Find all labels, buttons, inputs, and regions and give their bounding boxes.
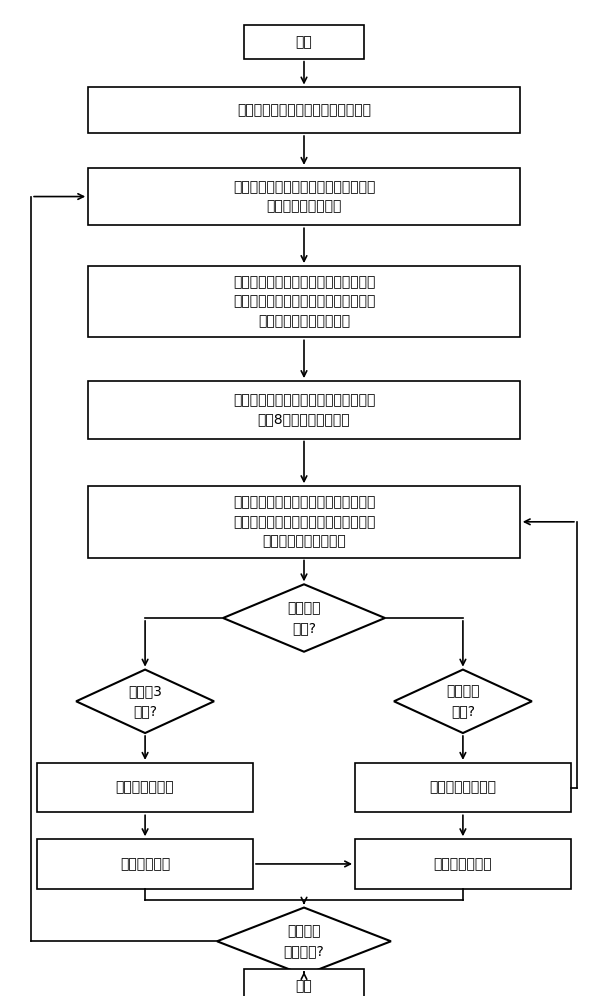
Text: 受试者抓取装置悬于空中，保持装置底
座与桌面平行、稳定: 受试者抓取装置悬于空中，保持装置底 座与桌面平行、稳定	[233, 180, 375, 213]
Text: 装置放回原位置: 装置放回原位置	[434, 857, 492, 871]
Text: 测试还是
训练?: 测试还是 训练?	[287, 601, 321, 635]
Text: 受试者在冠状面内移动装置并调整其姿
态，使之与目标框吻合，同时保持各手
指力量在目标线周围。: 受试者在冠状面内移动装置并调整其姿 态，使之与目标框吻合，同时保持各手 指力量在…	[233, 495, 375, 548]
Polygon shape	[217, 908, 391, 975]
Text: 开始: 开始	[295, 35, 313, 49]
Text: 屏幕圆心出现目标框和力量幅度框，调
整各手指指力接近力量目标线，同时调
整装置姿态与目标框吻合: 屏幕圆心出现目标框和力量幅度框，调 整各手指指力接近力量目标线，同时调 整装置姿…	[233, 275, 375, 328]
FancyBboxPatch shape	[355, 839, 571, 889]
FancyBboxPatch shape	[244, 969, 364, 1000]
FancyBboxPatch shape	[244, 25, 364, 59]
Polygon shape	[223, 584, 385, 652]
Text: 结束: 结束	[295, 979, 313, 993]
Text: 圆心处目标框消失。目标框随机出现在
圆周8个位置中的一个。: 圆心处目标框消失。目标框随机出现在 圆周8个位置中的一个。	[233, 393, 375, 427]
Text: 输入受试者基本信息、设定工作模式: 输入受试者基本信息、设定工作模式	[237, 103, 371, 117]
Text: 训练结果实时显示: 训练结果实时显示	[429, 781, 496, 795]
FancyBboxPatch shape	[88, 266, 520, 337]
Text: 是否到3
分钟?: 是否到3 分钟?	[128, 685, 162, 718]
FancyBboxPatch shape	[88, 168, 520, 225]
Text: 测试结果显示: 测试结果显示	[120, 857, 170, 871]
Text: 装置放回原位置: 装置放回原位置	[116, 781, 174, 795]
Polygon shape	[76, 670, 214, 733]
Text: 训练是否
结束?: 训练是否 结束?	[446, 685, 480, 718]
Polygon shape	[394, 670, 532, 733]
FancyBboxPatch shape	[88, 87, 520, 133]
FancyBboxPatch shape	[355, 763, 571, 812]
FancyBboxPatch shape	[37, 839, 253, 889]
FancyBboxPatch shape	[88, 486, 520, 558]
FancyBboxPatch shape	[88, 381, 520, 439]
FancyBboxPatch shape	[37, 763, 253, 812]
Text: 是否进行
新的测试?: 是否进行 新的测试?	[283, 925, 325, 958]
